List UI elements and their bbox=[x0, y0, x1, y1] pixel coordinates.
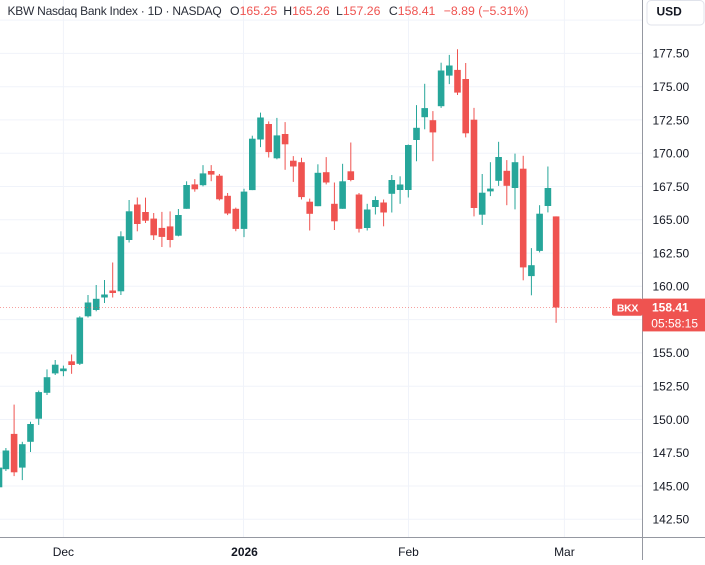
svg-text:150.00: 150.00 bbox=[653, 413, 690, 427]
svg-text:145.00: 145.00 bbox=[653, 479, 690, 493]
svg-text:158.41: 158.41 bbox=[652, 301, 689, 315]
svg-text:172.50: 172.50 bbox=[653, 113, 690, 127]
svg-text:165.00: 165.00 bbox=[653, 213, 690, 227]
svg-text:BKX: BKX bbox=[617, 302, 639, 314]
svg-text:Mar: Mar bbox=[554, 545, 575, 559]
svg-text:USD: USD bbox=[657, 5, 683, 19]
svg-text:170.00: 170.00 bbox=[653, 147, 690, 161]
svg-text:175.00: 175.00 bbox=[653, 80, 690, 94]
svg-text:167.50: 167.50 bbox=[653, 180, 690, 194]
svg-text:Dec: Dec bbox=[53, 545, 74, 559]
svg-text:05:58:15: 05:58:15 bbox=[651, 316, 698, 330]
svg-text:162.50: 162.50 bbox=[653, 246, 690, 260]
svg-text:Feb: Feb bbox=[398, 545, 419, 559]
svg-text:152.50: 152.50 bbox=[653, 380, 690, 394]
svg-text:155.00: 155.00 bbox=[653, 346, 690, 360]
svg-text:160.00: 160.00 bbox=[653, 280, 690, 294]
svg-text:KBW Nasdaq Bank Index · 1D · N: KBW Nasdaq Bank Index · 1D · NASDAQ bbox=[8, 4, 222, 18]
svg-text:142.50: 142.50 bbox=[653, 513, 690, 527]
svg-text:147.50: 147.50 bbox=[653, 446, 690, 460]
svg-text:177.50: 177.50 bbox=[653, 47, 690, 61]
svg-text:2026: 2026 bbox=[231, 545, 258, 559]
